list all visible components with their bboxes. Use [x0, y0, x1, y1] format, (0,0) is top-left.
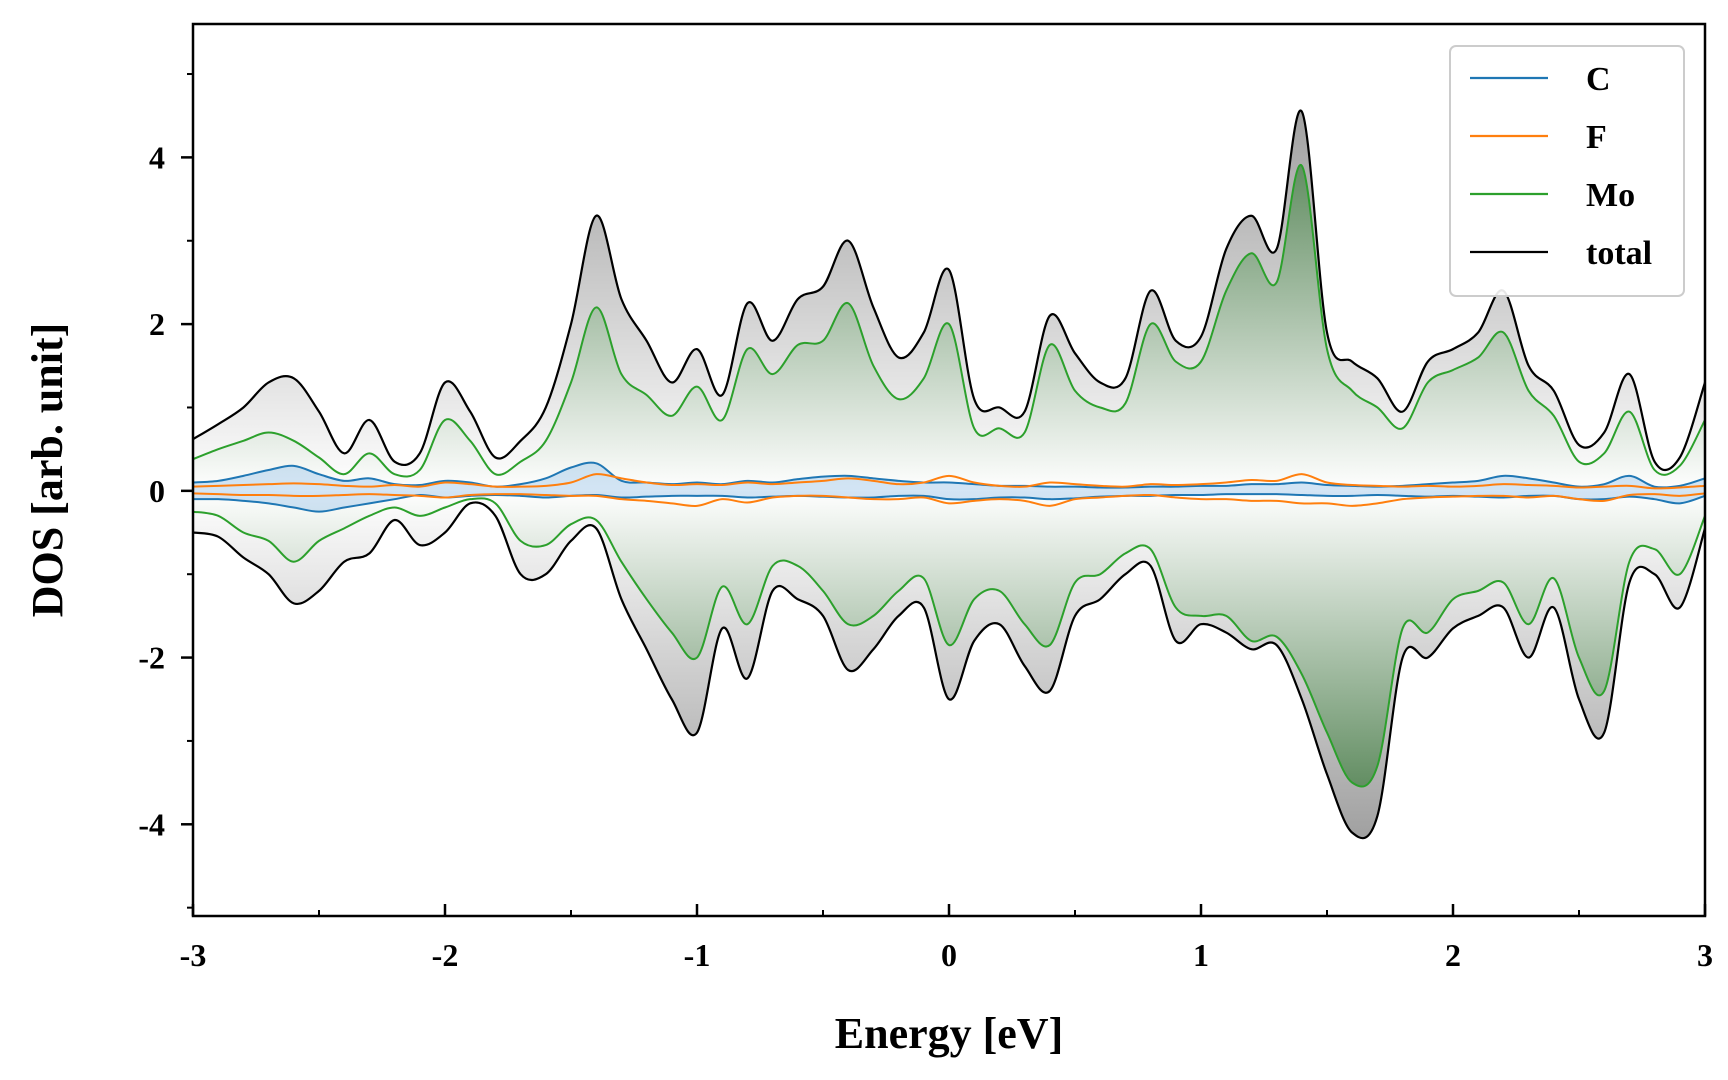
mo-down-fill: [193, 490, 1705, 787]
y-tick-label: -4: [138, 806, 165, 842]
x-tick-label: 2: [1445, 937, 1461, 973]
legend-label-total: total: [1586, 235, 1652, 272]
plot-area: [193, 109, 1705, 840]
total-down-line: [193, 501, 1705, 840]
axis-ticks: -3 -2 -1 0 1 2 3 -4 -2 0 2 4: [138, 73, 1713, 973]
x-tick-label: -2: [432, 937, 459, 973]
x-tick-label: 3: [1697, 937, 1713, 973]
x-tick-label: -1: [684, 937, 711, 973]
c-down-fill: [193, 490, 1705, 512]
y-tick-label: -2: [138, 640, 165, 676]
x-tick-label: 1: [1193, 937, 1209, 973]
mo-up-fill: [193, 164, 1705, 491]
mo-up-line: [193, 164, 1705, 478]
y-tick-label: 0: [149, 473, 165, 509]
x-axis-label: Energy [eV]: [835, 1009, 1064, 1058]
mo-down-line: [193, 497, 1705, 788]
legend-label-mo: Mo: [1586, 177, 1635, 214]
y-tick-label: 2: [149, 306, 165, 342]
y-axis-label: DOS [arb. unit]: [23, 323, 72, 618]
f-up-line: [193, 473, 1705, 490]
y-tick-label: 4: [149, 139, 165, 175]
c-up-line: [193, 461, 1705, 489]
legend: CF Mo total: [1449, 45, 1685, 297]
x-tick-label: 0: [941, 937, 957, 973]
total-up-line: [193, 109, 1705, 472]
f-down-line: [193, 492, 1705, 507]
x-tick-label: -3: [180, 937, 207, 973]
legend-label-f: F: [1586, 119, 1607, 156]
legend-label-c: C: [1586, 61, 1611, 98]
c-up-fill: [193, 462, 1705, 491]
legend-box: [1449, 45, 1685, 297]
